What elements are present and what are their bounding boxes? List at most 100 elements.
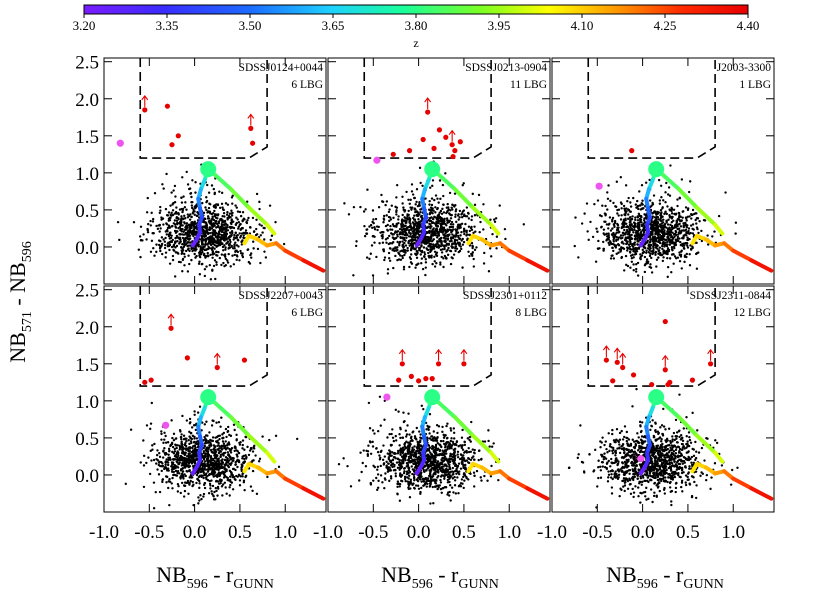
source-point	[668, 194, 672, 197]
source-point	[659, 184, 663, 187]
source-point	[471, 246, 474, 250]
source-point	[428, 256, 431, 259]
source-point	[414, 236, 417, 239]
source-point	[170, 482, 173, 485]
source-point	[418, 223, 422, 226]
source-point	[670, 209, 673, 213]
track-segment	[694, 205, 718, 227]
source-point	[669, 233, 672, 236]
source-point	[690, 217, 693, 220]
source-point	[191, 456, 195, 459]
source-point	[216, 485, 220, 489]
source-point	[200, 429, 203, 432]
source-point	[249, 253, 252, 257]
source-point	[386, 228, 389, 232]
source-point	[174, 437, 178, 440]
source-point	[169, 236, 173, 240]
source-point	[431, 221, 434, 224]
source-point	[229, 475, 232, 478]
source-point	[636, 199, 639, 203]
source-point	[188, 469, 191, 473]
source-point	[456, 476, 459, 479]
source-point	[205, 464, 208, 467]
track-segment	[210, 170, 233, 192]
source-point	[610, 233, 614, 236]
source-point	[185, 444, 188, 448]
colorbar-tick-label: 3.20	[73, 18, 96, 33]
source-point	[226, 226, 229, 229]
source-point	[467, 212, 470, 215]
source-point	[662, 252, 665, 255]
source-point	[434, 194, 438, 197]
source-point	[190, 204, 194, 207]
source-point	[432, 501, 435, 505]
source-point	[436, 242, 439, 245]
source-point	[623, 213, 626, 216]
source-point	[232, 467, 236, 471]
source-point	[187, 452, 190, 456]
source-point	[362, 210, 366, 213]
source-point	[667, 186, 671, 189]
source-point	[169, 204, 172, 207]
source-point	[691, 208, 695, 212]
source-point	[218, 464, 221, 468]
source-point	[441, 207, 444, 211]
source-point	[167, 217, 171, 221]
source-point	[465, 234, 468, 237]
source-point	[229, 480, 232, 483]
source-point	[684, 216, 688, 219]
source-point	[410, 183, 414, 186]
source-point	[215, 219, 218, 223]
source-point	[230, 244, 233, 248]
source-point	[223, 228, 226, 231]
source-point	[465, 206, 469, 209]
source-point	[277, 465, 281, 469]
source-point	[669, 229, 673, 232]
source-point	[406, 214, 409, 218]
source-point	[401, 202, 404, 205]
source-point	[634, 252, 638, 256]
source-point	[124, 482, 127, 486]
source-point	[182, 195, 185, 198]
source-point	[203, 230, 206, 233]
y-tick-label: 1.0	[75, 164, 99, 185]
source-point	[407, 468, 411, 472]
source-point	[193, 435, 196, 439]
source-point	[235, 234, 238, 237]
source-point	[425, 235, 428, 239]
source-point	[221, 470, 224, 474]
source-point	[156, 227, 160, 231]
source-point	[224, 230, 228, 233]
source-point	[217, 447, 221, 450]
source-point	[146, 231, 150, 234]
source-point	[238, 484, 242, 487]
source-point	[446, 219, 449, 222]
source-point	[175, 446, 178, 450]
source-point	[471, 251, 475, 254]
source-point	[655, 215, 659, 219]
source-point	[677, 227, 681, 230]
source-point	[445, 242, 449, 246]
source-point	[214, 440, 218, 443]
source-point	[202, 450, 206, 453]
source-point	[223, 237, 226, 240]
source-point	[183, 489, 187, 493]
source-point	[429, 227, 432, 230]
source-point	[439, 263, 442, 266]
source-point	[229, 265, 232, 268]
source-point	[634, 250, 637, 254]
source-point	[683, 260, 686, 264]
source-point	[462, 182, 465, 185]
source-point	[116, 220, 120, 224]
source-point	[678, 251, 681, 254]
plot-area	[124, 286, 326, 510]
source-point	[235, 438, 238, 441]
source-point	[241, 447, 244, 450]
source-point	[440, 212, 444, 215]
source-point	[640, 184, 644, 187]
source-point	[680, 250, 683, 253]
source-point	[636, 261, 640, 265]
source-point	[677, 223, 681, 226]
source-point	[372, 234, 375, 238]
source-point	[225, 242, 228, 245]
